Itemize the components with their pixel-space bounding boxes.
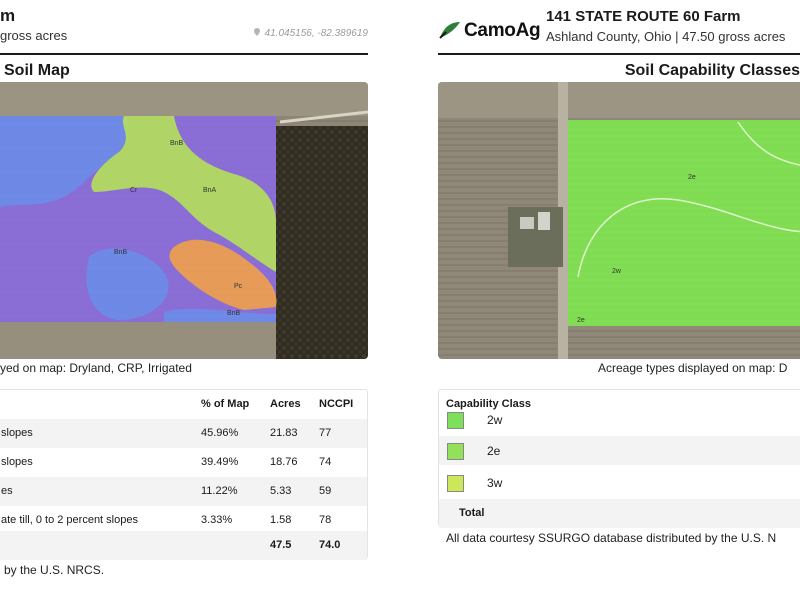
header-nccpi: NCCPI <box>319 398 354 410</box>
table-row: 2w <box>439 405 800 434</box>
acreage-note: yed on map: Dryland, CRP, Irrigated <box>0 361 192 375</box>
soil-map-page: m gross acres 41.045156, -82.389619 Soil… <box>0 0 372 600</box>
coordinates: 41.045156, -82.389619 <box>253 28 368 39</box>
logo-text: CamoAg <box>464 20 541 41</box>
map-label: BnB <box>170 140 184 147</box>
map-label: BnA <box>203 187 217 194</box>
table-row: es 11.22% 5.33 59 <box>0 477 367 506</box>
table-header-row: Capability Class <box>439 390 800 419</box>
capability-table: Capability Class 2w 2e 3w Total <box>438 389 800 528</box>
coordinates-text: 41.045156, -82.389619 <box>264 28 368 39</box>
section-title: Soil Capability Classes <box>624 62 800 79</box>
soil-map: BnB Cr BnA BnB Pc BnB <box>0 82 368 359</box>
camoag-logo: CamoAg <box>438 14 541 44</box>
table-row: 3w <box>439 468 800 497</box>
map-label: Cr <box>130 187 138 194</box>
map-label: 2e <box>577 317 585 324</box>
table-row: slopes 39.49% 18.76 74 <box>1 456 332 468</box>
map-label: 2e <box>688 174 696 181</box>
table-row: 2e <box>439 436 800 465</box>
color-swatch <box>447 475 464 492</box>
table-total-row: Total <box>439 499 800 528</box>
section-title: Soil Map <box>4 62 70 79</box>
table-row: ate till, 0 to 2 percent slopes 3.33% 1.… <box>1 514 332 526</box>
acreage-note: Acreage types displayed on map: D <box>598 361 788 375</box>
farm-subtitle: gross acres <box>0 28 68 43</box>
total-label: Total <box>459 507 485 519</box>
table-total-row: 47.5 74.0 <box>0 531 367 560</box>
header-divider <box>438 53 800 55</box>
color-swatch <box>447 412 464 429</box>
farm-title: m <box>0 6 16 25</box>
farm-subtitle: Ashland County, Ohio | 47.50 gross acres <box>546 29 786 44</box>
color-swatch <box>447 443 464 460</box>
data-source-note: All data courtesy SSURGO database distri… <box>446 531 777 545</box>
header-acres: Acres <box>270 398 301 410</box>
map-label: Pc <box>234 283 243 290</box>
farm-title: 141 STATE ROUTE 60 Farm <box>546 8 741 25</box>
header-capability-class: Capability Class <box>446 398 531 410</box>
soil-table: % of Map Acres NCCPI slopes 45.96% 21.83… <box>0 389 368 560</box>
map-label: BnB <box>114 249 128 256</box>
map-label: 2w <box>612 268 622 275</box>
map-label: BnB <box>227 310 241 317</box>
header-divider <box>0 53 368 55</box>
camoag-logo-icon <box>439 22 460 39</box>
capability-map: 2e 2w 2e <box>438 82 800 359</box>
capability-page: CamoAg 141 STATE ROUTE 60 Farm Ashland C… <box>428 0 800 600</box>
table-header-row: % of Map Acres NCCPI <box>0 390 367 419</box>
header-pct: % of Map <box>201 398 250 410</box>
table-row: slopes 45.96% 21.83 77 <box>0 419 367 448</box>
location-pin-icon <box>253 28 260 36</box>
data-source-note: by the U.S. NRCS. <box>4 563 105 577</box>
